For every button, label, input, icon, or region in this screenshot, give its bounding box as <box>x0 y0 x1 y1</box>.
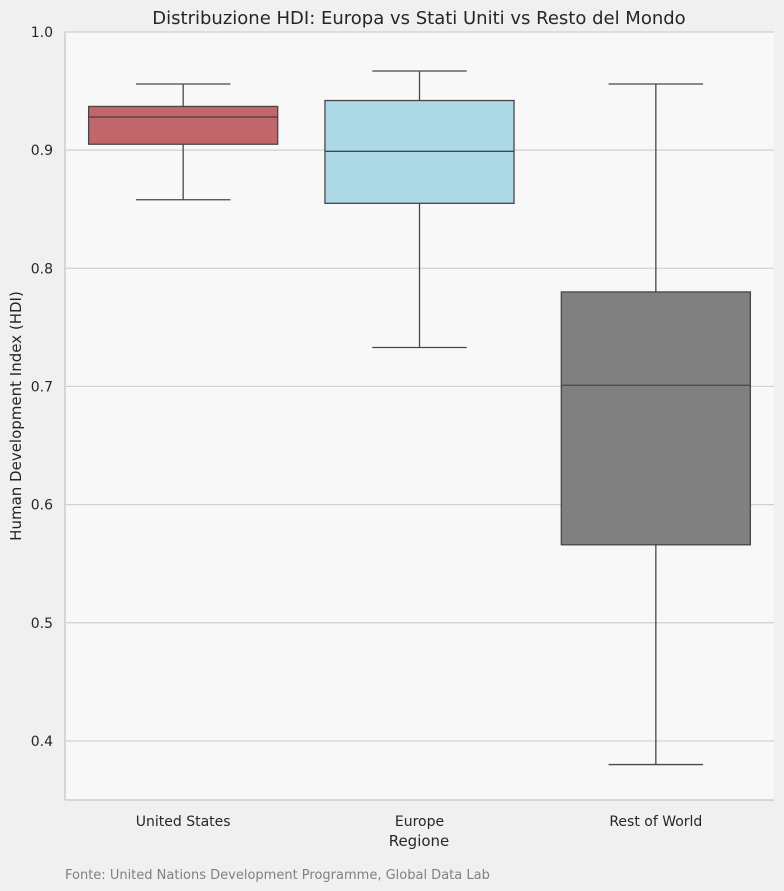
x-tick-label-1: Europe <box>395 814 444 830</box>
y-tick-label-0: 0.4 <box>31 734 53 750</box>
y-tick-label-3: 0.7 <box>31 379 53 395</box>
x-axis-label: Regione <box>389 832 450 850</box>
x-tick-label-2: Rest of World <box>609 814 702 830</box>
box-group-1 <box>324 70 515 349</box>
y-tick-labels: 0.4 0.5 0.6 0.7 0.8 0.9 1.0 <box>31 25 53 750</box>
box-2 <box>560 291 752 546</box>
box-group-2 <box>560 83 752 766</box>
y-tick-label-1: 0.5 <box>31 616 53 632</box>
chart-title: Distribuzione HDI: Europa vs Stati Uniti… <box>152 8 685 29</box>
y-tick-label-5: 0.9 <box>31 143 53 159</box>
box-0 <box>87 105 279 145</box>
y-tick-label-4: 0.8 <box>31 261 53 277</box>
x-tick-labels: United States Europe Rest of World <box>136 814 703 830</box>
y-tick-label-6: 1.0 <box>31 25 53 41</box>
source-note: Fonte: United Nations Development Progra… <box>65 868 490 883</box>
y-axis-label: Human Development Index (HDI) <box>7 291 25 541</box>
box-group-0 <box>87 83 279 201</box>
x-tick-label-0: United States <box>136 814 231 830</box>
y-tick-label-2: 0.6 <box>31 498 53 514</box>
boxes-group <box>87 70 752 766</box>
